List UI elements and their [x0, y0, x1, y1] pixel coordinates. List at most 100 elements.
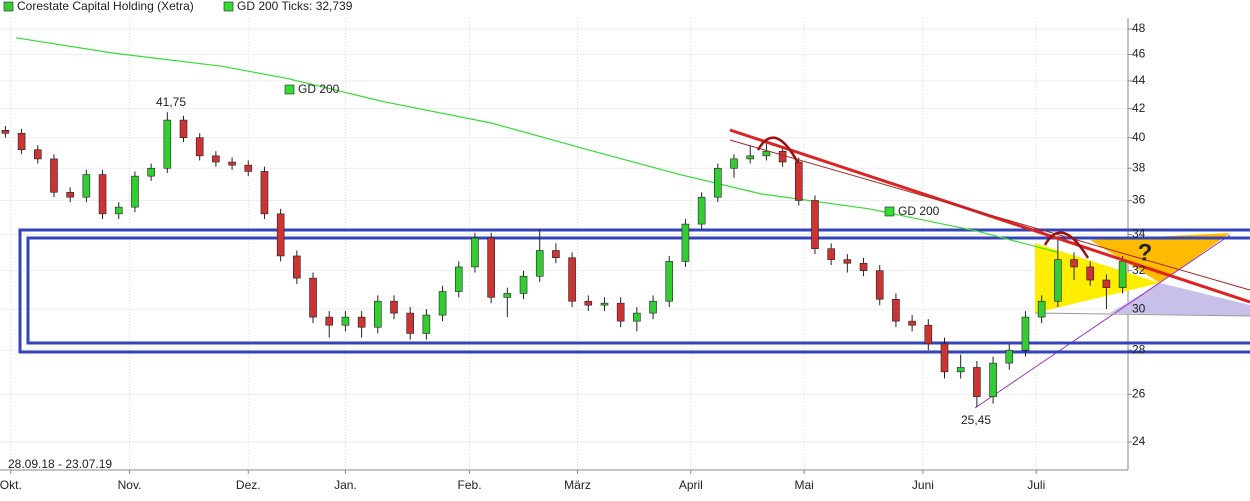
trendline-red-thin — [729, 139, 1250, 291]
y-tick-label: 34 — [1132, 227, 1146, 241]
candle-body — [535, 250, 544, 277]
candle-body — [843, 259, 852, 264]
candle-body — [341, 316, 350, 326]
plot — [1, 37, 1127, 408]
candle-body — [131, 175, 139, 208]
candle-body — [714, 167, 722, 198]
candle-body — [973, 367, 981, 397]
candle-body — [33, 149, 42, 160]
channel-inner — [26, 236, 1250, 345]
candle-body — [1054, 259, 1062, 302]
candle-body — [325, 316, 334, 326]
x-tick-label: April — [679, 478, 703, 492]
candle-body — [1102, 279, 1111, 288]
candle-body — [114, 206, 123, 215]
candle-body — [633, 312, 641, 322]
trendline-purple — [974, 234, 1231, 409]
y-tick-label: 32 — [1132, 263, 1146, 277]
triangle-yellow — [1035, 243, 1160, 313]
trendline-red — [729, 128, 1250, 304]
y-tick-label: 28 — [1132, 342, 1146, 356]
candle-body — [552, 250, 560, 259]
date-range: 28.09.18 - 23.07.19 — [8, 457, 112, 471]
candle-body — [66, 191, 74, 198]
candle-body — [940, 343, 949, 373]
candle-body — [276, 213, 285, 257]
x-tick-label: Nov. — [118, 478, 142, 492]
legend-swatch — [3, 1, 14, 12]
candle-body — [1005, 349, 1014, 364]
candle-body — [746, 155, 755, 160]
candle-body — [762, 150, 771, 157]
candle-body — [422, 314, 431, 334]
candle-body — [794, 161, 803, 201]
y-tick-label: 44 — [1132, 73, 1146, 87]
annotation: 41,75 — [156, 95, 186, 109]
candle-body — [195, 137, 204, 157]
candle-body — [1, 129, 10, 134]
peak-arc — [1043, 231, 1090, 259]
candle-body — [17, 132, 26, 151]
y-tick-label: 40 — [1132, 130, 1146, 144]
candle-body — [373, 300, 382, 328]
legend-swatch — [223, 1, 234, 12]
candle-body — [228, 161, 236, 166]
y-tick-label: 24 — [1132, 434, 1146, 448]
x-tick-label: Juni — [912, 478, 934, 492]
candle-body — [584, 300, 593, 306]
candle-body — [50, 158, 58, 193]
x-tick-label: März — [564, 478, 591, 492]
candle-body — [956, 367, 965, 373]
trendline-grey — [1034, 312, 1250, 317]
candle-body — [503, 293, 512, 298]
candle-body — [924, 324, 933, 345]
candle-body — [892, 298, 900, 322]
annotation-marker — [284, 84, 295, 95]
y-tick-label: 30 — [1132, 301, 1146, 315]
candle-body — [908, 320, 916, 326]
legend-label: GD 200 Ticks: 32,739 — [237, 0, 353, 13]
x-tick-label: Jan. — [334, 478, 357, 492]
annotation-marker — [884, 206, 895, 217]
candle-body — [681, 223, 690, 262]
candle-body — [471, 237, 479, 268]
candle-body — [293, 255, 301, 279]
x-tick-label: Juli — [1027, 478, 1045, 492]
triangle-lavender — [1110, 283, 1250, 316]
candle-body — [98, 174, 107, 215]
channel-outer — [18, 228, 1250, 354]
y-tick-label: 26 — [1132, 387, 1146, 401]
y-tick-label: 36 — [1132, 193, 1146, 207]
candle-body — [519, 275, 528, 294]
candle-body — [309, 277, 317, 318]
y-tick-label: 38 — [1132, 160, 1146, 174]
candle-body — [1086, 266, 1095, 281]
annotations: 24 26 28 30 32 34 36 38 40 42 44 46 48 Okt. Nov. Dez. Ja… — [0, 0, 1152, 492]
candle-body — [1070, 259, 1078, 268]
candle-body — [1118, 261, 1127, 288]
candle-body — [244, 164, 253, 172]
candle-body — [827, 248, 835, 260]
legend-label: Corestate Capital Holding (Xetra) — [17, 0, 194, 13]
candle-body — [989, 362, 997, 397]
candle-body — [649, 300, 657, 314]
candle-body — [730, 158, 738, 169]
triangle-orange — [1090, 233, 1230, 283]
candle-body — [811, 200, 819, 250]
candle-body — [260, 171, 269, 215]
candle-body — [616, 302, 625, 322]
candle-body — [454, 266, 463, 292]
y-tick-label: 48 — [1132, 21, 1146, 35]
x-tick-label: Dez. — [236, 478, 261, 492]
annotation: ? — [1138, 239, 1153, 266]
candle-body — [212, 155, 220, 163]
candle-body — [665, 261, 674, 302]
annotation: GD 200 — [898, 204, 940, 218]
candle-body — [438, 291, 447, 316]
candle-body — [875, 270, 884, 300]
candle-body — [487, 237, 495, 298]
x-tick-label: Feb. — [458, 478, 482, 492]
